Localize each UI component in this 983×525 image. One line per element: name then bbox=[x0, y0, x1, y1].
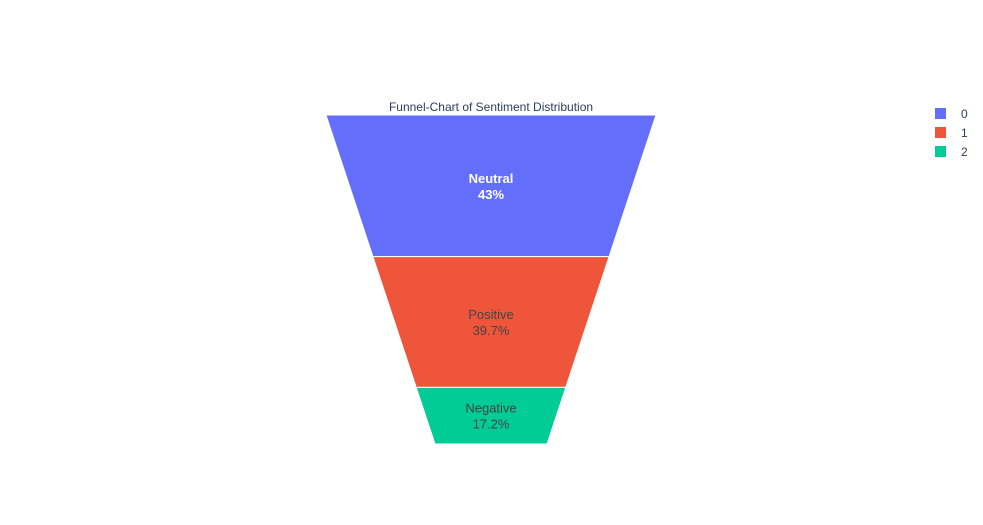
funnel-label-negative: Negative 17.2% bbox=[465, 401, 516, 432]
legend-item-0[interactable]: 0 bbox=[935, 107, 968, 121]
chart-title: Funnel-Chart of Sentiment Distribution bbox=[389, 100, 593, 114]
legend-label: 1 bbox=[961, 126, 968, 140]
legend-swatch bbox=[935, 127, 946, 138]
legend-label: 2 bbox=[961, 145, 968, 159]
funnel-segments: Neutral 43% Positive 39.7% Negative 17.2% bbox=[325, 114, 657, 445]
legend-swatch bbox=[935, 108, 946, 119]
funnel-value-label: 43% bbox=[478, 187, 504, 202]
funnel-category-label: Negative bbox=[465, 401, 516, 416]
funnel-category-label: Positive bbox=[468, 307, 514, 322]
funnel-label-positive: Positive 39.7% bbox=[468, 307, 514, 338]
funnel-value-label: 17.2% bbox=[473, 417, 510, 432]
funnel-label-neutral: Neutral 43% bbox=[469, 171, 514, 202]
legend-item-1[interactable]: 1 bbox=[935, 126, 968, 140]
funnel-value-label: 39.7% bbox=[473, 323, 510, 338]
legend-swatch bbox=[935, 146, 946, 157]
legend-label: 0 bbox=[961, 107, 968, 121]
funnel-segment-negative[interactable] bbox=[415, 386, 567, 445]
legend: 0 1 2 bbox=[935, 107, 968, 159]
legend-item-2[interactable]: 2 bbox=[935, 145, 968, 159]
funnel-category-label: Neutral bbox=[469, 171, 514, 186]
